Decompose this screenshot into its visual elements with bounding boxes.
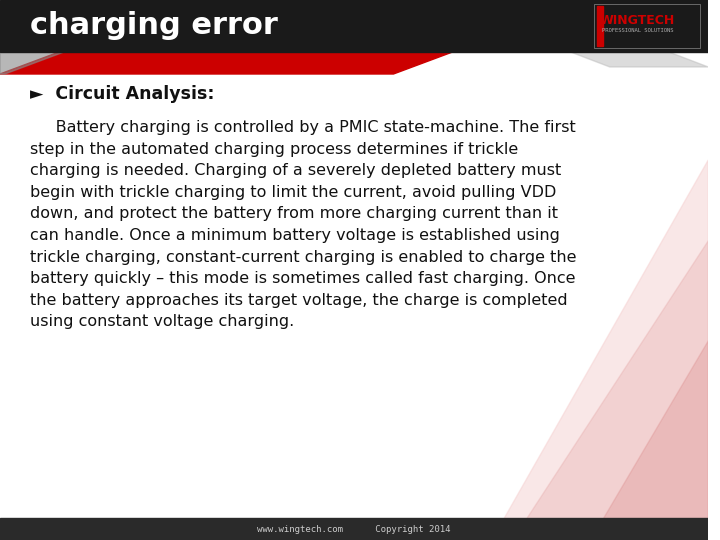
Text: WINGTECH: WINGTECH: [600, 15, 675, 28]
Polygon shape: [393, 160, 708, 540]
Text: ►  Circuit Analysis:: ► Circuit Analysis:: [30, 85, 214, 103]
Text: charging error: charging error: [30, 11, 277, 40]
Polygon shape: [570, 52, 708, 67]
Text: Battery charging is controlled by a PMIC state-machine. The first
step in the au: Battery charging is controlled by a PMIC…: [30, 120, 576, 329]
Bar: [594, 4, 701, 48]
Polygon shape: [590, 340, 708, 540]
Text: PROFESSIONAL SOLUTIONS: PROFESSIONAL SOLUTIONS: [602, 29, 673, 33]
Text: www.wingtech.com      Copyright 2014: www.wingtech.com Copyright 2014: [257, 524, 451, 534]
Polygon shape: [0, 52, 64, 74]
Bar: [0, 518, 708, 540]
Polygon shape: [0, 52, 452, 74]
Bar: [0, 0, 708, 52]
Polygon shape: [511, 240, 708, 540]
Bar: [597, 6, 603, 46]
